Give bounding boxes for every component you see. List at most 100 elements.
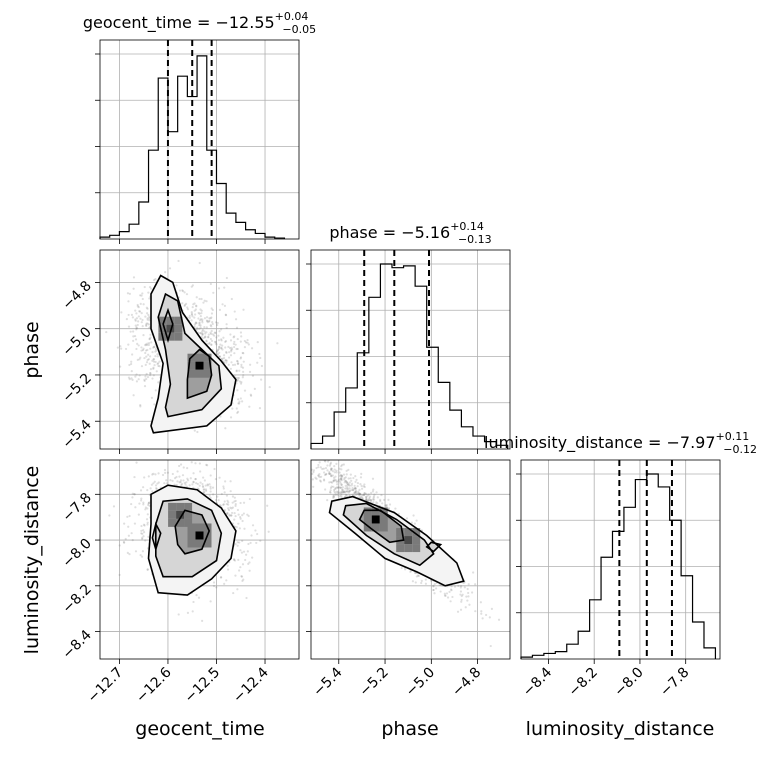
scatter-point [197, 317, 200, 320]
scatter-point [199, 332, 203, 335]
scatter-point [201, 484, 205, 488]
scatter-point [133, 475, 136, 479]
scatter-point [133, 334, 137, 338]
scatter-point [201, 332, 204, 335]
scatter-point [165, 482, 168, 485]
scatter-point [387, 507, 391, 510]
scatter-point [142, 503, 145, 506]
scatter-point [215, 586, 218, 589]
scatter-point [379, 500, 382, 503]
scatter-point [137, 306, 140, 309]
scatter-point [332, 495, 335, 498]
scatter-point [311, 478, 314, 481]
scatter-point [143, 356, 146, 360]
scatter-point [164, 471, 167, 474]
scatter-point [218, 330, 221, 333]
density-cell [168, 518, 177, 527]
scatter-point [209, 317, 212, 320]
scatter-point [460, 594, 463, 598]
scatter-point [250, 534, 253, 537]
scatter-point [248, 370, 252, 373]
scatter-point [148, 501, 151, 504]
scatter-point [333, 490, 336, 493]
scatter-point [185, 481, 188, 484]
scatter-point [112, 505, 116, 508]
panels: geocent_time = −12.55+0.04 −0.05 phase = −… [59, 10, 756, 706]
scatter-point [190, 461, 193, 464]
scatter-point [211, 333, 214, 336]
scatter-point [244, 341, 248, 344]
scatter-point [467, 591, 470, 595]
scatter-point [220, 338, 223, 341]
scatter-point [148, 337, 151, 341]
scatter-point [205, 331, 208, 334]
scatter-point [146, 523, 149, 526]
scatter-point [344, 490, 348, 493]
scatter-point [149, 287, 153, 290]
scatter-point [434, 587, 438, 590]
scatter-point [207, 335, 210, 338]
scatter-point [347, 477, 350, 480]
scatter-point [140, 555, 144, 558]
scatter-point [226, 511, 229, 515]
scatter-point [127, 300, 130, 303]
scatter-point [317, 463, 320, 467]
density-cell [195, 361, 204, 370]
scatter-point [206, 484, 209, 487]
scatter-point [139, 404, 142, 407]
scatter-point [236, 360, 239, 363]
scatter-point [130, 502, 133, 506]
scatter-point [244, 558, 247, 562]
density-cell [166, 316, 175, 325]
scatter-point [218, 308, 221, 311]
scatter-point [203, 488, 206, 491]
scatter-point [203, 326, 206, 329]
scatter-point [323, 471, 326, 474]
scatter-point [198, 319, 202, 322]
scatter-point [376, 502, 379, 505]
scatter-point [259, 356, 262, 360]
scatter-point [238, 527, 241, 530]
contour-line-4 [151, 521, 162, 552]
scatter-point [165, 479, 168, 482]
scatter-point [468, 603, 471, 606]
scatter-point [148, 326, 151, 329]
scatter-point [135, 380, 139, 383]
scatter-point [319, 479, 322, 482]
scatter-point [220, 492, 223, 496]
scatter-point [205, 463, 208, 467]
scatter-point [443, 592, 446, 595]
scatter-point [239, 357, 242, 360]
scatter-point [180, 482, 184, 486]
scatter-point [236, 410, 240, 413]
scatter-point [234, 318, 238, 321]
scatter-point [346, 482, 349, 485]
scatter-point [329, 489, 332, 492]
xtick-label-phase: −5.4 [310, 664, 345, 699]
scatter-point [341, 486, 344, 489]
scatter-point [223, 304, 227, 307]
scatter-point [337, 478, 340, 481]
scatter-point [186, 479, 190, 482]
pair-1-frame [99, 459, 300, 660]
contour-line-1 [328, 495, 465, 587]
scatter-point [151, 473, 154, 476]
scatter-point [150, 341, 153, 344]
scatter-point [145, 355, 148, 358]
scatter-point [198, 321, 201, 324]
scatter-point [144, 539, 147, 542]
scatter-point [144, 506, 148, 509]
scatter-point [183, 304, 186, 308]
scatter-point [362, 493, 366, 497]
scatter-point [245, 553, 248, 556]
scatter-point [205, 300, 208, 303]
scatter-point [207, 336, 210, 339]
scatter-point [239, 566, 242, 569]
scatter-point [347, 483, 350, 486]
scatter-point [140, 499, 143, 502]
scatter-point [438, 583, 441, 587]
scatter-point [198, 324, 201, 327]
scatter-point [234, 504, 237, 507]
scatter-point [146, 521, 149, 524]
scatter-point [192, 472, 195, 475]
